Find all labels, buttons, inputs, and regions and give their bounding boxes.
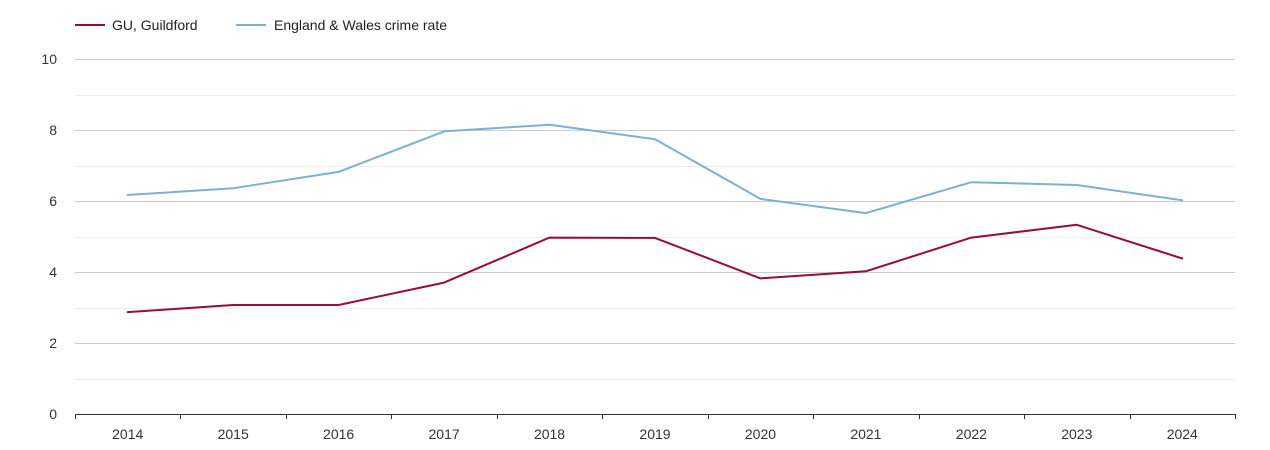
series-line-england-wales-crime-rate[interactable] [126,123,1184,215]
series-layer [126,123,1184,314]
x-tick-label: 2015 [218,426,249,442]
y-tick-label: 6 [49,193,57,209]
series-gu-guildford [126,223,1184,314]
legend: GU, Guildford England & Wales crime rate [75,17,447,33]
series-england-wales-crime-rate [126,123,1184,215]
x-tick-label: 2016 [323,426,354,442]
y-tick-label: 4 [49,264,57,280]
series-line-gu-guildford[interactable] [126,223,1184,314]
legend-label-england-wales: England & Wales crime rate [274,17,447,33]
y-tick-label: 8 [49,122,57,138]
x-tick-label: 2021 [850,426,881,442]
legend-item-england-wales[interactable]: England & Wales crime rate [236,17,447,33]
y-tick-label: 0 [49,406,57,422]
x-tick-label: 2020 [745,426,776,442]
y-tick-label: 10 [41,51,57,67]
x-tick-label: 2023 [1061,426,1092,442]
x-tick-label: 2017 [429,426,460,442]
grid [75,59,1235,380]
legend-item-guildford[interactable]: GU, Guildford [75,17,198,33]
x-tick-label: 2018 [534,426,565,442]
x-tick-label: 2022 [956,426,987,442]
legend-label-guildford: GU, Guildford [112,17,198,33]
x-axis: 2014 2015 2016 2017 2018 2019 2020 2021 2022 2023… [75,414,1236,442]
x-tick-label: 2019 [639,426,670,442]
x-tick-label: 2024 [1167,426,1198,442]
y-axis: 0 2 4 6 8 10 [41,51,57,422]
x-tick-label: 2014 [112,426,143,442]
y-tick-label: 2 [49,335,57,351]
